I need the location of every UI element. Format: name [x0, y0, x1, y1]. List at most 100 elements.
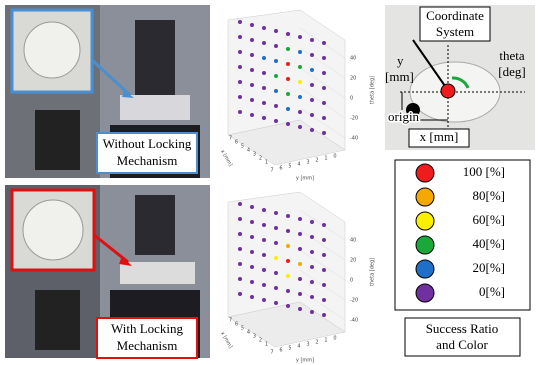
- y-tick-label: 3: [306, 342, 309, 348]
- data-point: [322, 253, 326, 257]
- data-point: [238, 217, 242, 221]
- legend-label: 80[%]: [473, 188, 506, 203]
- data-point: [274, 59, 278, 63]
- data-point: [238, 292, 242, 296]
- data-point: [250, 38, 254, 42]
- data-point: [310, 250, 314, 254]
- data-point: [274, 74, 278, 78]
- data-point: [250, 295, 254, 299]
- data-point: [262, 208, 266, 212]
- data-point: [298, 232, 302, 236]
- data-point: [250, 280, 254, 284]
- y-tick-label: 4: [297, 344, 300, 350]
- z-tick-label: 40: [350, 56, 356, 62]
- legend-swatch: [416, 188, 434, 206]
- data-point: [274, 271, 278, 275]
- data-point: [262, 71, 266, 75]
- legend-swatch: [416, 284, 434, 302]
- y-tick-label: 0: [333, 154, 336, 160]
- data-point: [298, 35, 302, 39]
- photo-label: Without Locking: [103, 136, 192, 151]
- x-tick-label: 4: [247, 148, 250, 154]
- legend-box: [395, 160, 530, 310]
- z-tick-label: 40: [350, 238, 356, 244]
- data-point: [262, 223, 266, 227]
- x-tick-label: 6: [235, 322, 238, 328]
- data-point: [298, 292, 302, 296]
- data-point: [274, 286, 278, 290]
- data-point: [262, 41, 266, 45]
- data-point: [250, 265, 254, 269]
- x-tick-label: 2: [259, 156, 262, 162]
- data-point: [274, 44, 278, 48]
- data-point: [310, 295, 314, 299]
- data-point: [286, 32, 290, 36]
- y-label: y: [397, 53, 404, 68]
- data-point: [262, 253, 266, 257]
- data-point: [298, 262, 302, 266]
- data-point: [274, 226, 278, 230]
- data-point: [238, 262, 242, 266]
- data-point: [310, 83, 314, 87]
- legend-swatch: [416, 212, 434, 230]
- z-tick-label: 20: [350, 76, 356, 82]
- data-point: [310, 38, 314, 42]
- data-point: [298, 277, 302, 281]
- data-point: [286, 107, 290, 111]
- data-point: [262, 298, 266, 302]
- data-point: [322, 101, 326, 105]
- data-point: [322, 86, 326, 90]
- y-axis-label: y [mm]: [296, 176, 314, 182]
- x-tick-label: 3: [253, 334, 256, 340]
- data-point: [286, 289, 290, 293]
- y-tick-label: 6: [279, 166, 282, 172]
- data-point: [250, 68, 254, 72]
- x-axis-label: x [mm]: [219, 331, 233, 350]
- data-point: [238, 20, 242, 24]
- data-point: [298, 110, 302, 114]
- data-point: [250, 113, 254, 117]
- data-point: [238, 110, 242, 114]
- data-point: [286, 47, 290, 51]
- data-point: [262, 268, 266, 272]
- x-tick-label: 5: [241, 326, 244, 332]
- legend-label: 60[%]: [473, 212, 506, 227]
- data-point: [274, 119, 278, 123]
- data-point: [262, 26, 266, 30]
- data-point: [286, 304, 290, 308]
- photo-label: With Locking: [111, 321, 184, 336]
- y-tick-label: 7: [270, 168, 273, 174]
- data-point: [262, 238, 266, 242]
- x-tick-label: 7: [229, 136, 232, 142]
- data-point: [250, 250, 254, 254]
- data-point: [238, 95, 242, 99]
- data-point: [238, 35, 242, 39]
- data-point: [322, 56, 326, 60]
- data-point: [250, 53, 254, 57]
- x-tick-label: 2: [259, 338, 262, 344]
- data-point: [238, 65, 242, 69]
- data-point: [262, 56, 266, 60]
- y-tick-label: 2: [315, 340, 318, 346]
- z-tick-label: -40: [350, 318, 358, 324]
- x-tick-label: 3: [253, 152, 256, 158]
- data-point: [274, 301, 278, 305]
- legend-swatch: [416, 236, 434, 254]
- y-axis-label: y [mm]: [296, 358, 314, 364]
- data-point: [322, 131, 326, 135]
- data-point: [250, 23, 254, 27]
- z-tick-label: 0: [350, 96, 353, 102]
- data-point: [286, 229, 290, 233]
- data-point: [298, 247, 302, 251]
- data-point: [322, 238, 326, 242]
- data-point: [298, 307, 302, 311]
- x-tick-label: 6: [235, 140, 238, 146]
- data-point: [262, 116, 266, 120]
- y-tick-label: 6: [279, 348, 282, 354]
- data-point: [250, 205, 254, 209]
- y-tick-label: 1: [324, 156, 327, 162]
- data-point: [298, 65, 302, 69]
- data-point: [310, 265, 314, 269]
- y-tick-label: 4: [297, 162, 300, 168]
- data-point: [250, 98, 254, 102]
